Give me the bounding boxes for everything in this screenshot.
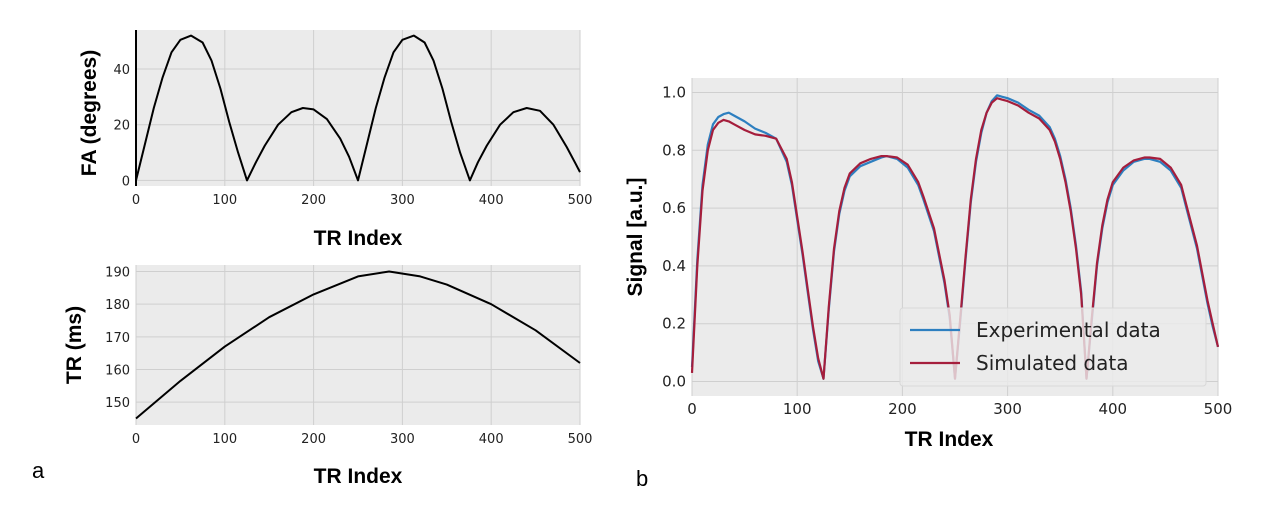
y-axis-label: Signal [a.u.] (624, 177, 647, 296)
y-tick-label: 190 (105, 266, 130, 281)
x-tick-label: 200 (301, 193, 326, 208)
y-tick-label: 0.8 (662, 141, 686, 159)
legend: Experimental data Simulated data (899, 307, 1207, 387)
signal-chart: 0 100 200 300 400 500 0.0 0.2 0.4 0.6 0.8 1.0 TR Ind… (624, 78, 1232, 451)
y-tick-label: 40 (113, 63, 130, 78)
x-tick-label: 200 (888, 400, 917, 418)
y-tick-label: 160 (105, 363, 130, 378)
x-tick-label: 300 (993, 400, 1022, 418)
x-tick-label: 500 (568, 193, 593, 208)
x-tick-label: 300 (390, 193, 415, 208)
y-tick-label: 180 (105, 298, 130, 313)
y-tick-label: 0.0 (662, 373, 686, 391)
plot-area (136, 30, 580, 186)
fa-chart: 0 100 200 300 400 500 0 20 40 TR Index FA (degrees… (78, 30, 592, 250)
x-tick-label: 400 (479, 432, 504, 447)
x-tick-label: 400 (479, 193, 504, 208)
y-tick-label: 0.6 (662, 199, 686, 217)
x-tick-label: 200 (301, 432, 326, 447)
x-tick-label: 300 (390, 432, 415, 447)
x-axis-label: TR Index (905, 428, 994, 451)
y-axis-label: FA (degrees) (78, 50, 101, 176)
y-tick-label: 170 (105, 331, 130, 346)
series-line-tr (135, 270, 581, 420)
x-tick-label: 100 (212, 432, 237, 447)
legend-label: Experimental data (976, 318, 1161, 342)
x-axis-label: TR Index (314, 227, 403, 250)
x-tick-label: 100 (783, 400, 812, 418)
x-tick-label: 100 (212, 193, 237, 208)
y-tick-label: 1.0 (662, 83, 686, 101)
x-tick-label: 500 (1204, 400, 1233, 418)
tr-chart: 0 100 200 300 400 500 150 160 170 180 190 TR Index T… (63, 265, 592, 488)
x-tick-label: 500 (568, 432, 593, 447)
panel-label-b: b (636, 466, 648, 491)
x-tick-label: 400 (1098, 400, 1127, 418)
plot-area (136, 265, 580, 425)
y-axis-label: TR (ms) (63, 306, 86, 384)
x-tick-label: 0 (132, 432, 140, 447)
x-tick-label: 0 (132, 193, 140, 208)
y-tick-label: 0.2 (662, 315, 686, 333)
panel-label-a: a (32, 458, 45, 483)
y-tick-label: 0 (122, 174, 130, 189)
x-tick-label: 0 (687, 400, 697, 418)
y-tick-label: 20 (113, 119, 130, 134)
y-tick-label: 150 (105, 396, 130, 411)
legend-box (899, 307, 1207, 387)
y-tick-label: 0.4 (662, 257, 686, 275)
x-axis-label: TR Index (314, 465, 403, 488)
series-line-fa (135, 34, 581, 182)
legend-label: Simulated data (976, 351, 1128, 375)
